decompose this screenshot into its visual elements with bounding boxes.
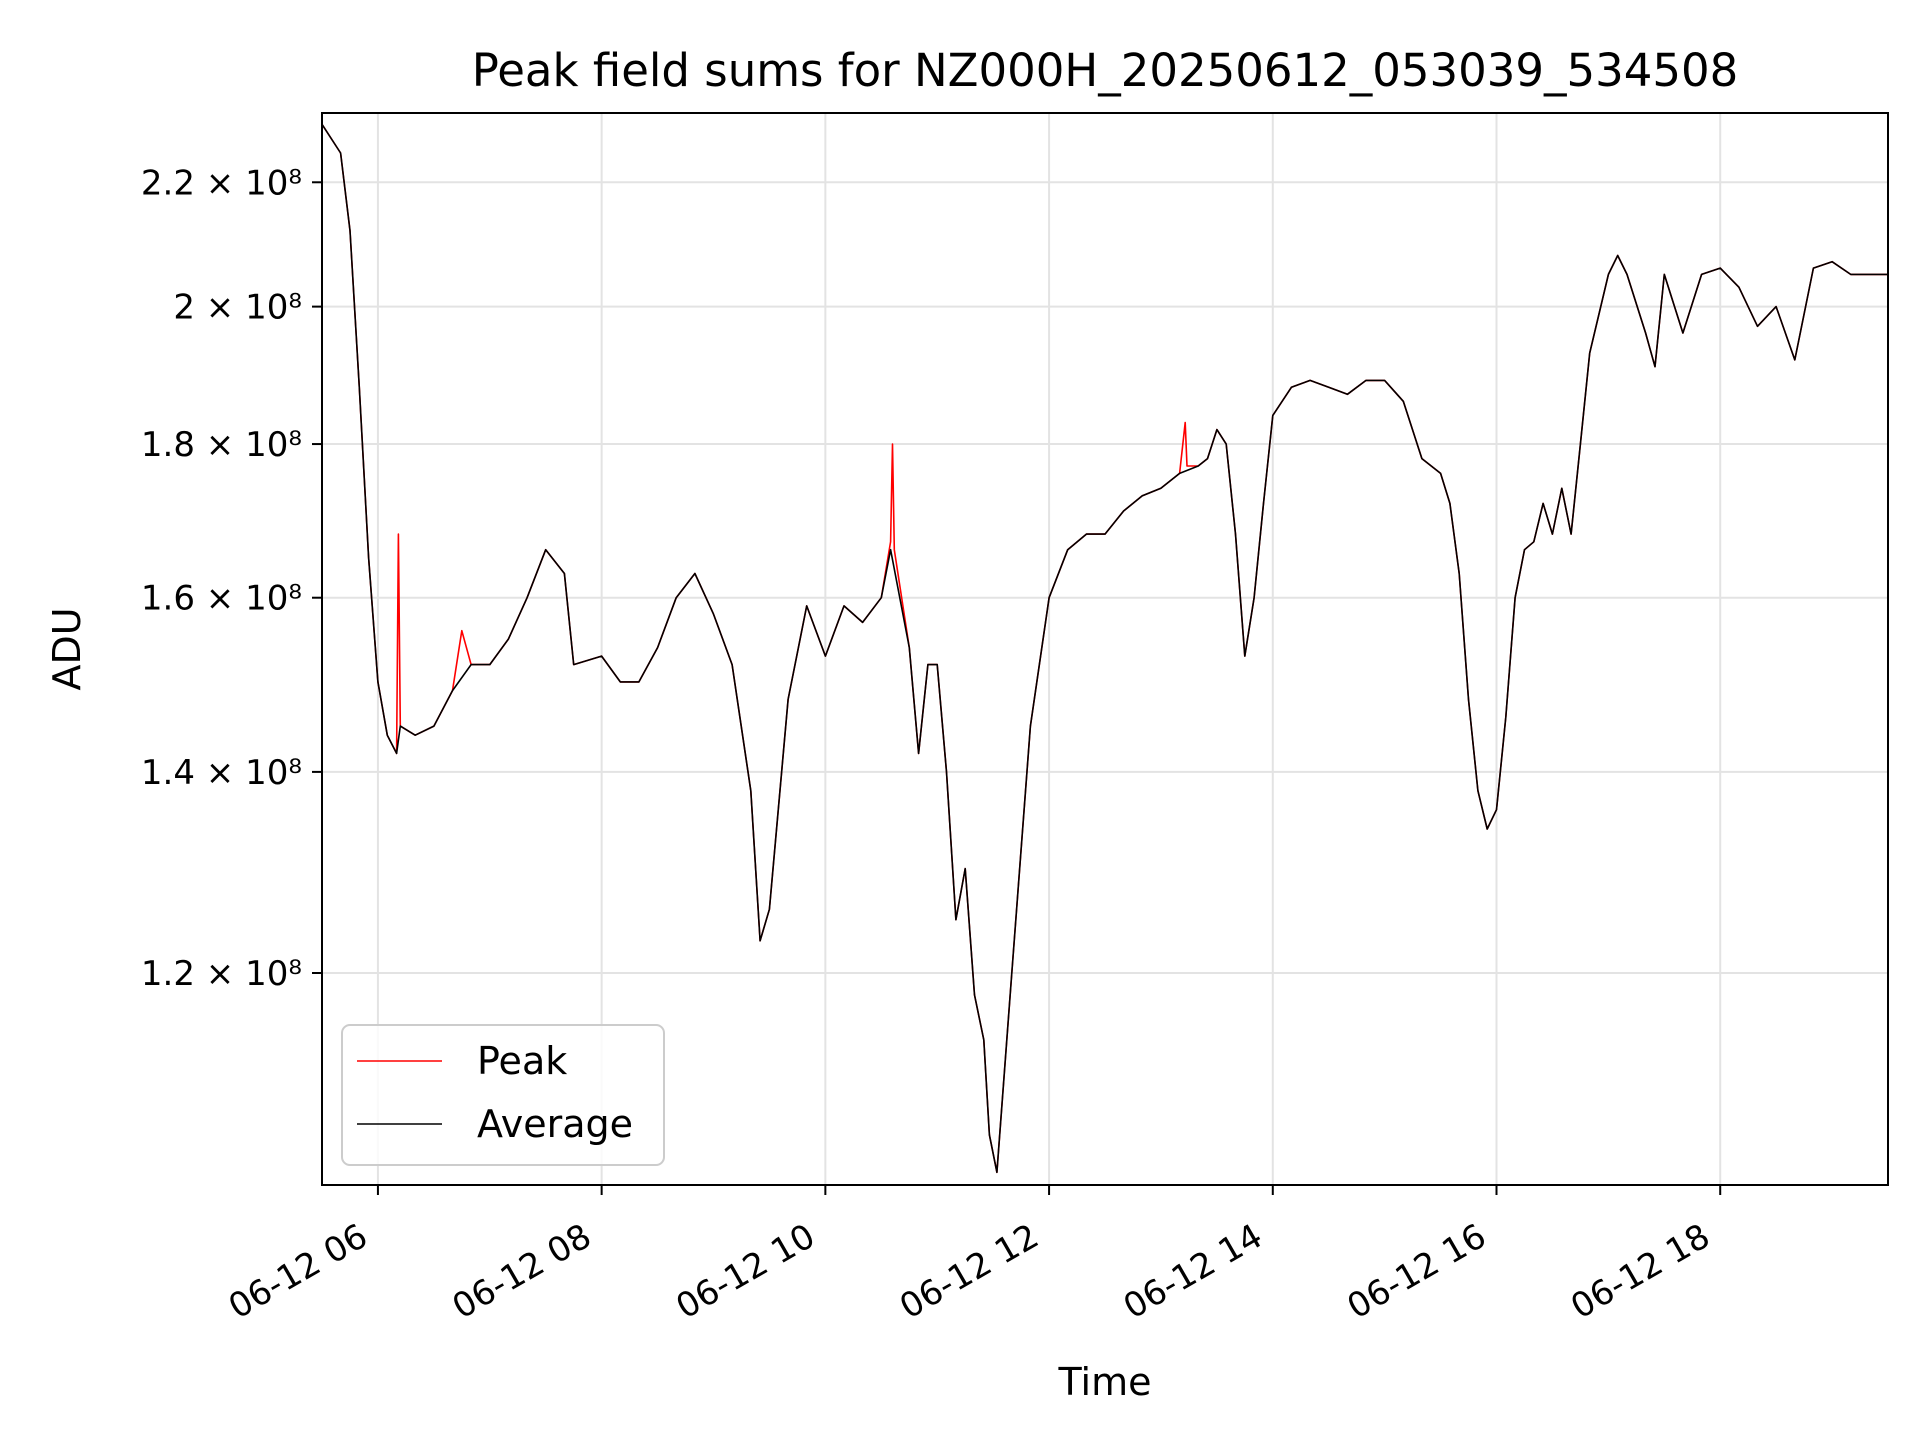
grid-lines <box>322 113 1888 1185</box>
y-axis: 1.2 × 10⁸ 1.4 × 10⁸ 1.6 × 10⁸ 1.8 × 10⁸ 2 × … <box>141 163 322 994</box>
chart-title: Peak field sums for NZ000H_20250612_0530… <box>472 44 1739 97</box>
legend: Peak Average <box>341 1024 665 1166</box>
y-tick-label: 1.6 × 10⁸ <box>141 579 302 619</box>
series-layer <box>322 123 1888 1174</box>
legend-box <box>341 1024 665 1166</box>
y-axis-label: ADU <box>45 607 89 690</box>
y-tick-label: 2.2 × 10⁸ <box>141 163 302 203</box>
y-tick-label: 1.8 × 10⁸ <box>141 425 302 465</box>
y-tick-label: 1.4 × 10⁸ <box>141 753 302 793</box>
plot-frame <box>321 112 1889 1186</box>
series-line-average <box>322 123 1888 1174</box>
y-tick-label: 1.2 × 10⁸ <box>141 954 302 994</box>
legend-average-label: Average <box>477 1102 633 1146</box>
x-axis-label: Time <box>1058 1360 1152 1404</box>
legend-peak-label: Peak <box>477 1039 567 1083</box>
y-tick-label: 2 × 10⁸ <box>173 288 302 328</box>
